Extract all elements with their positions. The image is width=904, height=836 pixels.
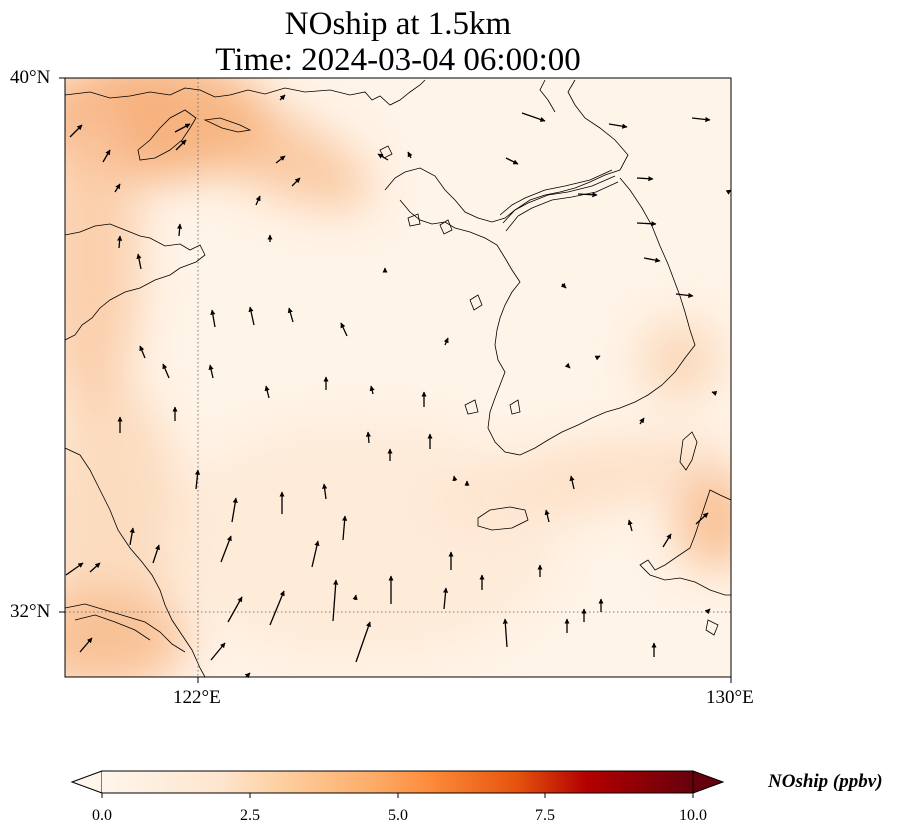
map-subtitle-time: Time: 2024-03-04 06:00:00 xyxy=(215,42,581,78)
wind-arrow xyxy=(340,322,348,337)
wind-arrow xyxy=(194,469,201,490)
wind-arrow xyxy=(369,385,375,395)
wind-arrow xyxy=(594,355,601,361)
wind-arrow xyxy=(355,621,371,663)
gridlines xyxy=(65,78,731,677)
colorbar-tick-label: 7.5 xyxy=(535,807,555,824)
wind-arrow xyxy=(544,509,550,523)
wind-arrow xyxy=(291,177,301,187)
colorbar-tick-label: 5.0 xyxy=(388,807,408,824)
wind-arrow xyxy=(691,116,711,123)
wind-arrow xyxy=(608,123,628,129)
map-frame xyxy=(64,77,732,678)
lat-tick-label: 40°N xyxy=(10,67,51,88)
wind-arrow xyxy=(342,515,348,541)
wind-arrow xyxy=(269,590,285,626)
wind-arrow xyxy=(639,417,645,425)
colorbar-extend-low xyxy=(70,770,103,794)
wind-arrow xyxy=(175,139,187,151)
wind-arrow xyxy=(65,562,84,576)
wind-arrow xyxy=(255,195,261,206)
wind-arrow xyxy=(177,223,183,237)
wind-arrow xyxy=(210,642,226,661)
wind-arrow xyxy=(627,519,633,532)
colorbar-tick-label: 10.0 xyxy=(679,807,707,824)
lon-tick-label: 122°E xyxy=(173,687,221,708)
colorbar-label: NOship (ppbv) xyxy=(768,771,883,792)
wind-arrow xyxy=(322,483,328,500)
wind-arrow xyxy=(636,176,654,182)
wind-arrow xyxy=(117,235,123,249)
wind-vector-field xyxy=(65,94,732,679)
colorbar-gradient xyxy=(102,771,693,793)
wind-arrow xyxy=(152,544,160,564)
wind-arrow xyxy=(275,155,286,164)
wind-arrow xyxy=(79,637,93,653)
wind-arrow xyxy=(114,183,121,193)
wind-arrow xyxy=(521,112,546,122)
wind-arrow xyxy=(704,608,711,615)
wind-arrow xyxy=(636,221,657,227)
wind-arrow xyxy=(248,306,255,326)
map-title: NOship at 1.5km xyxy=(284,6,512,42)
wind-arrow xyxy=(662,533,672,548)
wind-arrow xyxy=(208,364,214,379)
wind-arrow xyxy=(279,94,286,101)
coastlines xyxy=(65,79,731,677)
wind-arrow xyxy=(129,527,135,546)
wind-arrow xyxy=(311,540,320,568)
wind-arrow xyxy=(675,292,694,299)
wind-arrow xyxy=(564,362,571,369)
wind-arrow xyxy=(332,579,339,622)
wind-arrow xyxy=(443,337,449,346)
colorbar-extend-high xyxy=(692,770,725,794)
wind-arrow xyxy=(569,475,575,490)
colorbar-tick-label: 0.0 xyxy=(92,807,112,824)
wind-arrow xyxy=(577,192,598,198)
wind-arrow xyxy=(711,391,718,396)
wind-arrow xyxy=(69,124,83,138)
wind-arrow xyxy=(643,257,661,263)
wind-arrow xyxy=(377,153,389,161)
wind-arrow xyxy=(162,363,170,379)
wind-arrow xyxy=(102,149,111,163)
wind-arrow xyxy=(139,345,146,359)
colorbar-tick-label: 2.5 xyxy=(240,807,260,824)
colorbar xyxy=(70,770,725,798)
wind-arrow xyxy=(210,309,216,328)
wind-arrow xyxy=(174,123,191,133)
wind-arrow xyxy=(365,431,372,444)
lon-tick-label: 130°E xyxy=(706,687,754,708)
wind-arrow xyxy=(227,596,243,623)
wind-arrow xyxy=(264,385,270,399)
concentration-field xyxy=(65,78,731,677)
wind-arrow xyxy=(442,587,449,610)
wind-arrow xyxy=(407,151,413,159)
wind-arrow xyxy=(505,157,519,165)
wind-arrow xyxy=(244,672,251,679)
wind-arrow xyxy=(89,562,101,573)
lat-tick-label: 32°N xyxy=(10,601,51,622)
axis-ticks xyxy=(59,77,732,683)
wind-arrow xyxy=(220,535,232,563)
wind-arrow xyxy=(136,253,142,270)
wind-arrow xyxy=(352,594,358,601)
wind-arrow xyxy=(560,282,567,289)
wind-arrow xyxy=(452,475,458,482)
wind-arrow xyxy=(287,307,294,323)
wind-arrow xyxy=(231,497,238,523)
wind-arrow xyxy=(502,618,508,648)
wind-arrow xyxy=(695,512,709,525)
